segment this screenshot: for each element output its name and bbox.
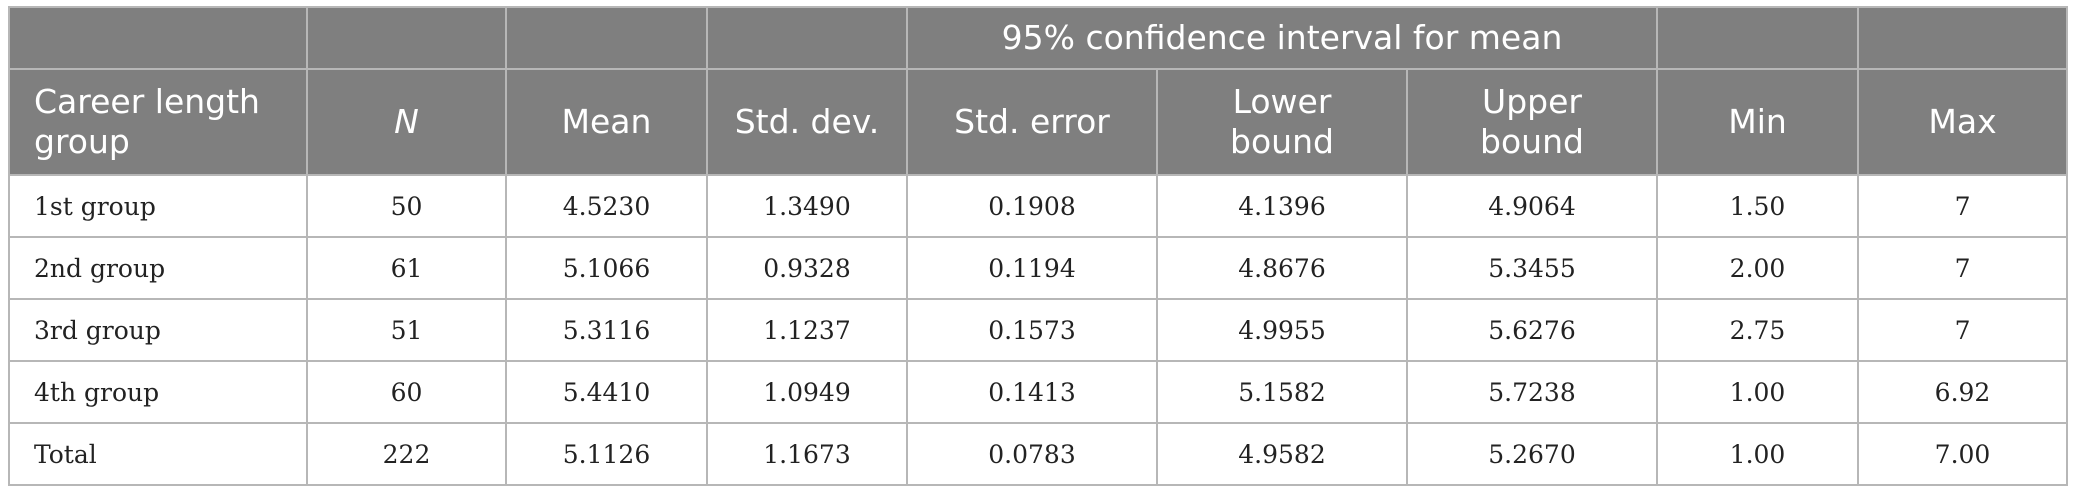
column-header-n: N: [306, 68, 507, 176]
cell-n: 61: [306, 236, 507, 300]
header-blank: [706, 6, 908, 70]
confidence-interval-header: 95% confidence interval for mean: [905, 6, 1659, 70]
cell-mean: 5.1066: [505, 236, 708, 300]
cell-lower-bound: 4.9582: [1156, 422, 1408, 486]
descriptive-statistics-table: 95% confidence interval for mean Career …: [8, 6, 2069, 486]
cell-n: 60: [306, 360, 507, 424]
cell-lower-bound: 5.1582: [1156, 360, 1408, 424]
cell-std-error: 0.1908: [906, 174, 1158, 238]
cell-upper-bound: 5.6276: [1405, 298, 1659, 362]
table-row-total: Total 222 5.1126 1.1673 0.0783 4.9582 5.…: [8, 422, 2069, 486]
cell-max: 7.00: [1857, 422, 2069, 486]
table-container: 95% confidence interval for mean Career …: [8, 6, 2069, 486]
header-row-group: 95% confidence interval for mean: [8, 6, 2069, 70]
cell-min: 1.00: [1656, 422, 1860, 486]
cell-n: 222: [306, 422, 507, 486]
header-blank: [1656, 6, 1860, 70]
cell-max: 7: [1857, 174, 2069, 238]
cell-upper-bound: 4.9064: [1405, 174, 1659, 238]
cell-upper-bound: 5.7238: [1405, 360, 1659, 424]
cell-std-dev: 1.0949: [706, 360, 908, 424]
column-header-min: Min: [1656, 68, 1860, 176]
header-blank: [8, 6, 308, 70]
column-header-std-error: Std. error: [906, 68, 1158, 176]
column-header-upper-bound: Upper bound: [1405, 68, 1659, 176]
table-row: 1st group 50 4.5230 1.3490 0.1908 4.1396…: [8, 174, 2069, 238]
column-header-lower-bound: Lower bound: [1156, 68, 1408, 176]
cell-max: 7: [1857, 298, 2069, 362]
cell-min: 2.75: [1656, 298, 1860, 362]
header-row-columns: Career length group N Mean Std. dev. Std…: [8, 68, 2069, 176]
row-label: 3rd group: [8, 298, 308, 362]
cell-std-dev: 0.9328: [706, 236, 908, 300]
cell-lower-bound: 4.9955: [1156, 298, 1408, 362]
cell-upper-bound: 5.3455: [1405, 236, 1659, 300]
cell-lower-bound: 4.8676: [1156, 236, 1408, 300]
row-label: 4th group: [8, 360, 308, 424]
cell-mean: 5.3116: [505, 298, 708, 362]
cell-lower-bound: 4.1396: [1156, 174, 1408, 238]
cell-n: 50: [306, 174, 507, 238]
header-blank: [505, 6, 708, 70]
cell-mean: 5.4410: [505, 360, 708, 424]
cell-min: 1.00: [1656, 360, 1860, 424]
column-header-mean: Mean: [505, 68, 708, 176]
cell-std-error: 0.1413: [906, 360, 1158, 424]
header-blank: [306, 6, 507, 70]
cell-min: 2.00: [1656, 236, 1860, 300]
table-row: 2nd group 61 5.1066 0.9328 0.1194 4.8676…: [8, 236, 2069, 300]
column-header-max: Max: [1857, 68, 2069, 176]
cell-std-error: 0.0783: [906, 422, 1158, 486]
row-label: 2nd group: [8, 236, 308, 300]
cell-mean: 4.5230: [505, 174, 708, 238]
cell-std-dev: 1.3490: [706, 174, 908, 238]
row-label: Total: [8, 422, 308, 486]
header-blank: [1857, 6, 2069, 70]
cell-min: 1.50: [1656, 174, 1860, 238]
row-label: 1st group: [8, 174, 308, 238]
cell-std-dev: 1.1673: [706, 422, 908, 486]
cell-upper-bound: 5.2670: [1405, 422, 1659, 486]
column-header-std-dev: Std. dev.: [706, 68, 908, 176]
table-row: 3rd group 51 5.3116 1.1237 0.1573 4.9955…: [8, 298, 2069, 362]
cell-max: 7: [1857, 236, 2069, 300]
cell-std-error: 0.1194: [906, 236, 1158, 300]
column-header-career-length-group: Career length group: [8, 68, 308, 176]
cell-std-error: 0.1573: [906, 298, 1158, 362]
cell-mean: 5.1126: [505, 422, 708, 486]
table-row: 4th group 60 5.4410 1.0949 0.1413 5.1582…: [8, 360, 2069, 424]
cell-max: 6.92: [1857, 360, 2069, 424]
cell-n: 51: [306, 298, 507, 362]
cell-std-dev: 1.1237: [706, 298, 908, 362]
